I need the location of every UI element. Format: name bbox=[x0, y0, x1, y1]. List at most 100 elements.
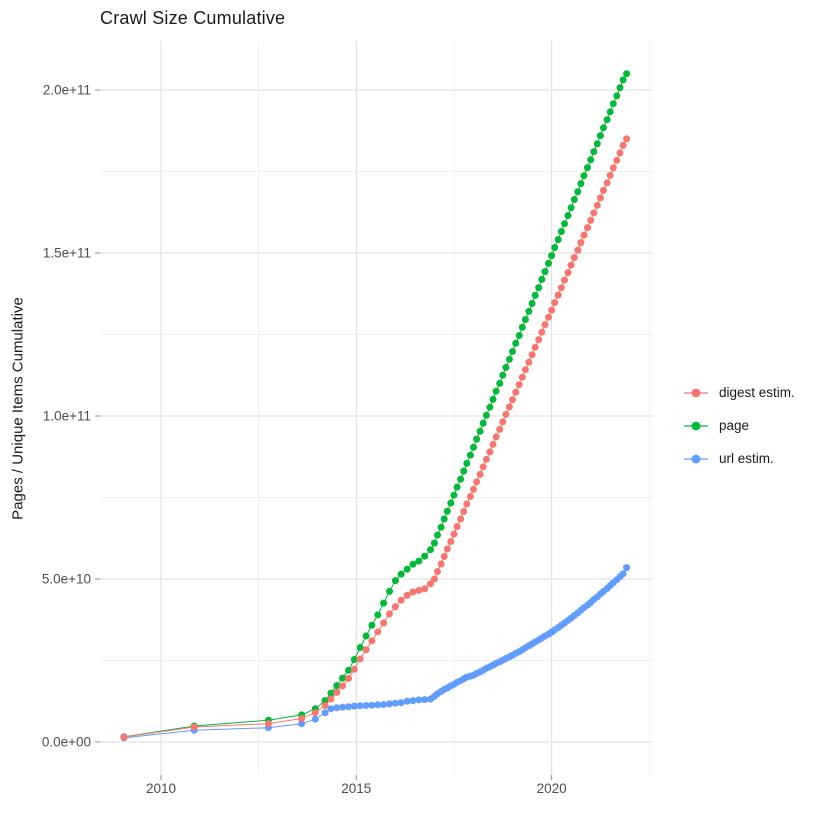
series-point-page bbox=[486, 403, 494, 411]
series-point-digest-estim bbox=[554, 291, 562, 299]
series-point-url-estim bbox=[374, 701, 382, 709]
series-point-digest-estim bbox=[499, 418, 507, 426]
chart-title: Crawl Size Cumulative bbox=[100, 8, 286, 28]
series-point-digest-estim bbox=[551, 299, 559, 307]
series-point-page bbox=[466, 451, 474, 459]
series-point-page bbox=[386, 587, 393, 595]
series-point-digest-estim bbox=[561, 276, 568, 284]
legend-item-url-estim: url estim. bbox=[683, 442, 795, 475]
series-point-page bbox=[430, 539, 438, 547]
series-point-digest-estim bbox=[421, 585, 429, 593]
series-point-digest-estim bbox=[600, 186, 607, 194]
series-point-digest-estim bbox=[593, 201, 601, 209]
series-point-page bbox=[453, 483, 461, 491]
series-point-page bbox=[548, 252, 556, 260]
series-point-page bbox=[535, 284, 543, 292]
series-point-digest-estim bbox=[333, 688, 341, 696]
series-point-digest-estim bbox=[616, 149, 624, 157]
series-point-digest-estim bbox=[596, 194, 604, 202]
series-point-digest-estim bbox=[190, 723, 198, 731]
series-point-digest-estim bbox=[443, 545, 451, 553]
series-point-digest-estim bbox=[535, 336, 543, 344]
series-point-url-estim bbox=[350, 702, 358, 710]
legend: digest estim. page url estim. bbox=[683, 376, 795, 475]
series-point-digest-estim bbox=[486, 448, 494, 456]
x-tick-label: 2015 bbox=[341, 781, 371, 796]
series-point-digest-estim bbox=[521, 366, 529, 374]
y-tick-label: 5.0e+10 bbox=[42, 572, 91, 587]
series-point-digest-estim bbox=[574, 246, 582, 254]
series-point-digest-estim bbox=[466, 493, 474, 500]
series-point-digest-estim bbox=[350, 665, 358, 673]
series-point-digest-estim bbox=[453, 523, 461, 530]
series-point-digest-estim bbox=[473, 478, 481, 486]
series-point-page bbox=[415, 557, 423, 565]
series-point-url-estim bbox=[397, 699, 405, 707]
series-point-page bbox=[512, 339, 520, 347]
series-point-digest-estim bbox=[619, 141, 627, 149]
series-point-page bbox=[596, 132, 604, 140]
series-point-page bbox=[460, 467, 468, 475]
series-point-digest-estim bbox=[120, 733, 128, 741]
series-point-page bbox=[333, 682, 341, 690]
series-point-page bbox=[380, 599, 388, 607]
series-point-page bbox=[613, 92, 621, 100]
series-point-page bbox=[443, 507, 451, 515]
y-tick-label: 2.0e+11 bbox=[43, 83, 91, 98]
series-point-digest-estim bbox=[531, 343, 539, 351]
series-point-page bbox=[545, 259, 552, 267]
series-point-page bbox=[593, 140, 601, 148]
series-point-digest-estim bbox=[327, 695, 335, 703]
series-point-digest-estim bbox=[580, 231, 588, 239]
series-point-page bbox=[528, 300, 536, 307]
series-point-digest-estim bbox=[345, 674, 352, 682]
series-point-digest-estim bbox=[567, 261, 575, 269]
series-point-digest-estim bbox=[415, 586, 423, 594]
series-point-page bbox=[473, 435, 481, 443]
series-point-digest-estim bbox=[609, 164, 617, 172]
series-point-page bbox=[574, 188, 582, 196]
series-point-digest-estim bbox=[427, 580, 434, 588]
digest-estim-marker-icon bbox=[684, 388, 708, 397]
series-point-page bbox=[397, 570, 405, 578]
series-point-page bbox=[403, 565, 411, 573]
series-point-digest-estim bbox=[397, 596, 405, 604]
series-point-digest-estim bbox=[368, 637, 376, 645]
series-point-url-estim bbox=[409, 697, 417, 705]
series-point-url-estim bbox=[362, 702, 370, 709]
series-point-digest-estim bbox=[603, 179, 611, 187]
series-point-page bbox=[554, 236, 562, 244]
series-point-page bbox=[356, 644, 364, 651]
legend-label: digest estim. bbox=[719, 385, 795, 400]
series-point-page bbox=[434, 531, 441, 539]
series-point-page bbox=[531, 291, 539, 299]
series-point-digest-estim bbox=[311, 709, 319, 717]
series-point-page bbox=[567, 204, 575, 212]
series-point-url-estim bbox=[333, 704, 341, 712]
series-point-url-estim bbox=[368, 701, 376, 709]
series-point-url-estim bbox=[403, 697, 411, 705]
series-point-page bbox=[509, 348, 516, 355]
series-point-digest-estim bbox=[502, 410, 510, 418]
series-point-page bbox=[496, 379, 504, 387]
series-point-page bbox=[557, 228, 565, 235]
series-point-page bbox=[368, 621, 376, 629]
series-point-page bbox=[479, 419, 487, 427]
series-point-digest-estim bbox=[430, 575, 438, 583]
y-tick-label: 1.0e+11 bbox=[43, 409, 91, 424]
series-point-url-estim bbox=[380, 701, 388, 708]
url-estim-marker-icon bbox=[684, 454, 708, 463]
series-point-digest-estim bbox=[489, 440, 497, 448]
series-point-page bbox=[437, 523, 445, 531]
series-point-page bbox=[616, 84, 624, 92]
series-point-digest-estim bbox=[460, 508, 468, 515]
series-point-digest-estim bbox=[437, 560, 445, 568]
series-point-url-estim bbox=[623, 564, 631, 572]
series-point-page bbox=[590, 148, 598, 156]
series-point-page bbox=[421, 552, 429, 560]
series-point-page bbox=[450, 491, 458, 499]
series-point-url-estim bbox=[339, 703, 347, 711]
series-point-digest-estim bbox=[606, 171, 614, 179]
legend-label: page bbox=[719, 418, 750, 433]
